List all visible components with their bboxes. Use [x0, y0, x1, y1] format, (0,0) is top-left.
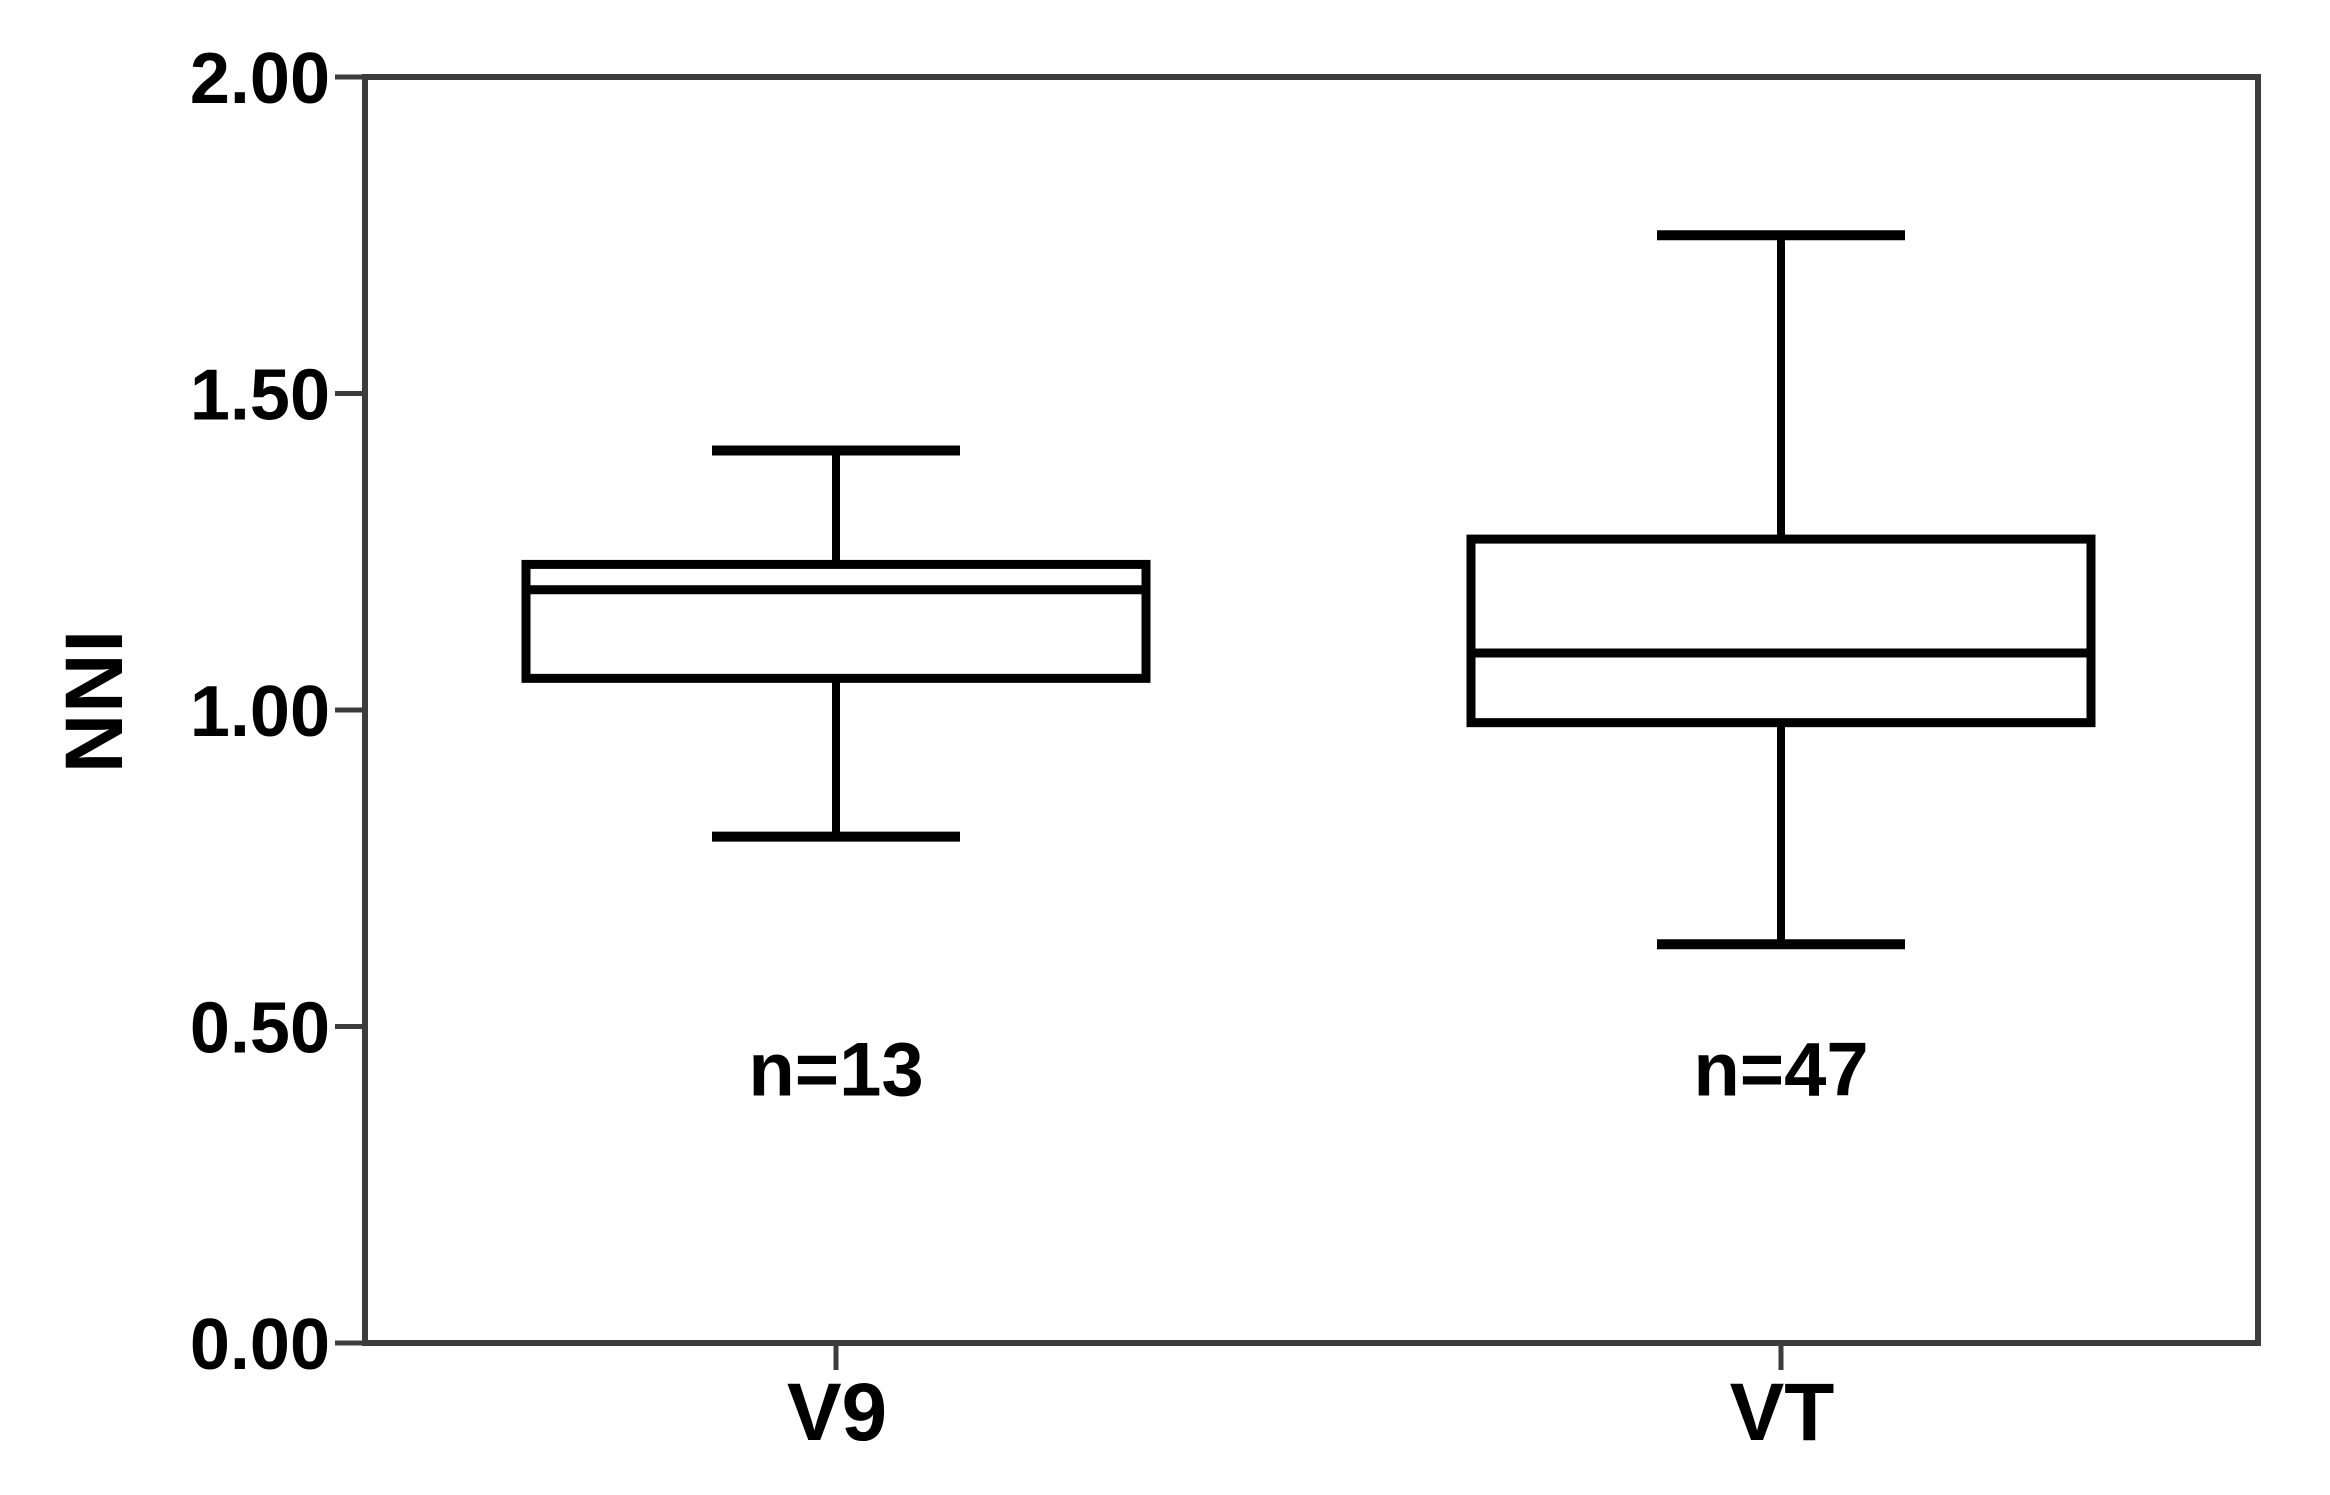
y-axis-title: NNI — [49, 628, 140, 774]
y-tick-label-1.50: 1.50 — [190, 356, 330, 436]
y-tick-label-0.50: 0.50 — [190, 989, 330, 1069]
iqr-box-VT — [1466, 534, 2096, 728]
x-axis-label-v9: V9 — [786, 1367, 888, 1458]
y-tick-label-2.00: 2.00 — [190, 39, 330, 119]
n-count-label-vt: n=47 — [1693, 1027, 1869, 1113]
y-tick-label-0.00: 0.00 — [190, 1305, 330, 1385]
iqr-box-V9 — [521, 559, 1151, 683]
n-count-label-v9: n=13 — [748, 1027, 924, 1113]
y-tick-label-1.00: 1.00 — [190, 672, 330, 752]
x-axis-label-vt: VT — [1729, 1367, 1835, 1458]
